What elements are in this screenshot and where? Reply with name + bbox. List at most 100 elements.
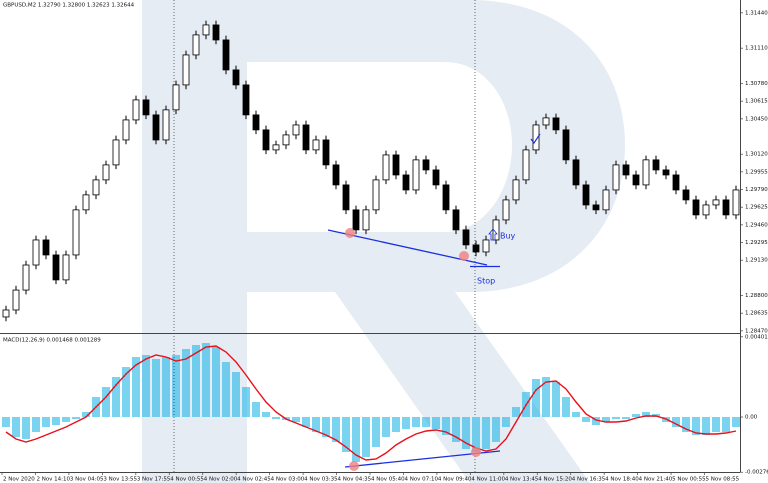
candle-body <box>642 159 650 186</box>
candle-body <box>662 169 670 176</box>
candle-body <box>32 239 40 266</box>
candle-body <box>302 124 310 151</box>
candle-body <box>402 174 410 191</box>
y-tick-label: 1.30780 <box>745 81 768 87</box>
candle-body <box>592 204 600 211</box>
buy-arrow <box>488 228 498 241</box>
x-tick-label: 2 Nov 2020 <box>3 477 35 483</box>
candle-body <box>692 199 700 216</box>
candle-body <box>432 169 440 186</box>
y-tick-label: 1.30120 <box>745 152 768 158</box>
candle-body <box>262 129 270 151</box>
candle-body <box>42 239 50 256</box>
x-tick-label: 2 Nov 14:10 <box>36 477 70 483</box>
x-tick-label: 4 Nov 13:45 <box>505 477 539 483</box>
x-tick-label: 3 Nov 13:55 <box>103 477 137 483</box>
candle-body <box>622 164 630 176</box>
candle-body <box>652 159 660 171</box>
candle-body <box>322 139 330 166</box>
y-tick-label: 1.29295 <box>745 240 768 246</box>
candle-body <box>572 159 580 186</box>
x-tick-label: 5 Nov 08:55 <box>706 477 740 483</box>
candle-body <box>202 24 210 36</box>
marks <box>2 20 740 462</box>
candle-body <box>422 159 430 171</box>
candle-body <box>162 109 170 141</box>
y-tick-label: 1.29790 <box>745 187 768 193</box>
candle-body <box>362 209 370 231</box>
candle-body <box>502 199 510 221</box>
candle-body <box>122 119 130 141</box>
buy-label: Buy <box>500 232 516 241</box>
y-tick-label: 0.00 <box>745 415 758 421</box>
x-tick-label: 4 Nov 03:00 <box>271 477 305 483</box>
candle-body <box>392 154 400 176</box>
candle-body <box>222 39 230 71</box>
x-tick-label: 4 Nov 18:40 <box>605 477 639 483</box>
stop-label: Stop <box>477 277 495 286</box>
candle-body <box>82 194 90 211</box>
signal-line <box>5 345 737 461</box>
candle-body <box>232 69 240 86</box>
candle-body <box>312 139 320 151</box>
candle-body <box>92 179 100 196</box>
candle-body <box>182 54 190 86</box>
y-tick-label: 1.28635 <box>745 311 768 317</box>
candle-body <box>412 159 420 191</box>
candle-body <box>342 184 350 211</box>
candle-body <box>332 164 340 186</box>
y-tick-label: 1.28470 <box>745 328 768 334</box>
y-tick-label: 1.28800 <box>745 293 768 299</box>
x-tick-label: 4 Nov 03:35 <box>304 477 338 483</box>
y-tick-label: -0.002762 <box>745 470 768 476</box>
candle-body <box>552 117 560 131</box>
x-tick-label: 4 Nov 11:00 <box>471 477 505 483</box>
candle-body <box>562 129 570 161</box>
marker-circle <box>345 228 355 238</box>
candle-body <box>272 144 280 151</box>
candle-body <box>542 117 550 126</box>
candle-body <box>2 309 10 318</box>
x-tick-label: 4 Nov 07:10 <box>404 477 438 483</box>
candle-body <box>22 264 30 291</box>
indicator-title: MACD(12,26,9) 0.001468 0.001289 <box>3 338 101 344</box>
y-tick-label: 0.004011 <box>745 334 768 340</box>
candle-body <box>372 179 380 211</box>
x-tick-label: 4 Nov 09:40 <box>438 477 472 483</box>
y-tick-label: 1.30615 <box>745 99 768 105</box>
candle-body <box>112 139 120 166</box>
candle-body <box>212 24 220 41</box>
candle-body <box>62 254 70 281</box>
x-tick-label: 4 Nov 05:40 <box>371 477 405 483</box>
candle-body <box>172 84 180 111</box>
candle-body <box>732 189 740 216</box>
candle-body <box>462 229 470 246</box>
marker-circle <box>459 251 469 261</box>
x-tick-label: 4 Nov 02:00 <box>204 477 238 483</box>
x-tick-label: 4 Nov 15:20 <box>538 477 572 483</box>
y-tick-label: 1.31440 <box>745 10 768 16</box>
candle-body <box>632 174 640 186</box>
candle-body <box>72 209 80 256</box>
candle-body <box>532 124 540 151</box>
candle-body <box>382 154 390 181</box>
candle-body <box>492 219 500 241</box>
marker-circle <box>471 447 481 457</box>
x-tick-label: 4 Nov 16:35 <box>572 477 606 483</box>
candle-body <box>142 99 150 116</box>
watermark-leg <box>335 292 590 483</box>
x-tick-label: 4 Nov 21:40 <box>639 477 673 483</box>
y-tick-label: 1.31110 <box>745 46 768 52</box>
candle-body <box>12 289 20 311</box>
candle-body <box>712 199 720 206</box>
chart-title: GBPUSD,M2 1.32790 1.32800 1.32623 1.3264… <box>3 3 135 9</box>
x-tick-label: 3 Nov 04:05 <box>70 477 104 483</box>
candle-body <box>452 209 460 231</box>
y-tick-label: 1.29130 <box>745 258 768 264</box>
candle-body <box>152 114 160 141</box>
x-tick-label: 4 Nov 04:35 <box>338 477 372 483</box>
candle-body <box>442 184 450 211</box>
candle-body <box>582 184 590 206</box>
candle-body <box>482 239 490 253</box>
